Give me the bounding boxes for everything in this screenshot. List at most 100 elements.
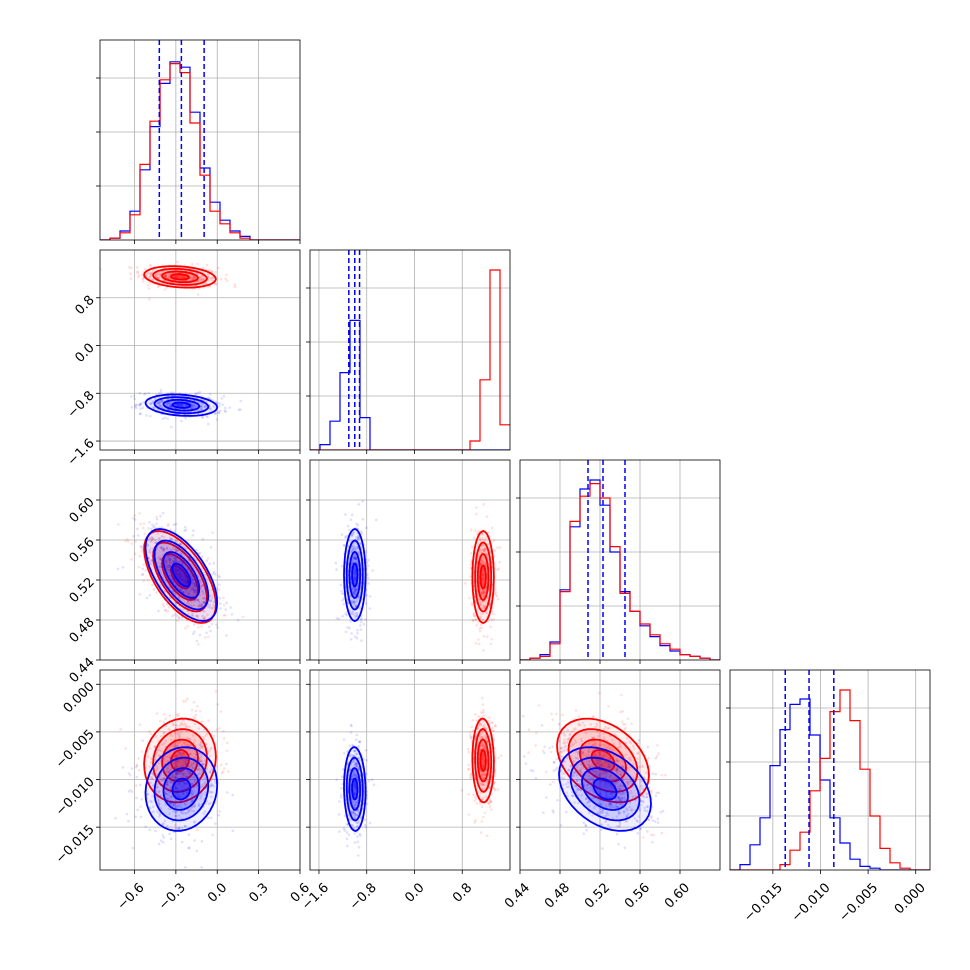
scatter-point xyxy=(582,832,586,835)
scatter-point xyxy=(192,700,196,704)
scatter-point xyxy=(174,784,178,787)
scatter-point xyxy=(576,785,579,788)
scatter-point xyxy=(170,799,174,803)
scatter-point xyxy=(186,600,190,603)
scatter-point xyxy=(481,562,484,566)
scatter-point xyxy=(170,538,174,541)
scatter-point xyxy=(160,592,163,596)
scatter-point xyxy=(603,764,606,768)
scatter-point xyxy=(189,763,193,767)
scatter-point xyxy=(354,588,358,591)
scatter-point xyxy=(563,738,566,742)
scatter-point xyxy=(179,603,182,607)
density-fill-red xyxy=(591,750,615,771)
scatter-point xyxy=(183,801,186,805)
scatter-point xyxy=(157,748,161,752)
scatter-point xyxy=(618,792,621,795)
scatter-point xyxy=(482,502,486,506)
scatter-point xyxy=(205,573,208,577)
scatter-point xyxy=(590,749,594,753)
scatter-point xyxy=(205,767,208,771)
scatter-point xyxy=(169,801,172,804)
scatter-point xyxy=(584,753,588,756)
scatter-point xyxy=(215,764,218,768)
scatter-point xyxy=(169,781,173,784)
scatter-point xyxy=(168,568,171,572)
scatter-point xyxy=(173,547,176,550)
scatter-point xyxy=(178,792,181,796)
scatter-point xyxy=(563,772,566,775)
scatter-point xyxy=(180,810,183,813)
scatter-point xyxy=(211,572,215,575)
scatter-point xyxy=(355,813,358,816)
scatter-point xyxy=(169,404,172,408)
scatter-point xyxy=(587,765,591,769)
scatter-point xyxy=(134,540,137,543)
scatter-point xyxy=(181,753,184,757)
scatter-point xyxy=(178,826,181,829)
scatter-point xyxy=(190,764,194,767)
scatter-point xyxy=(358,834,362,837)
scatter-point xyxy=(158,813,162,816)
scatter-point xyxy=(164,792,168,796)
scatter-point xyxy=(591,779,594,782)
scatter-point xyxy=(177,560,181,564)
scatter-point xyxy=(199,744,203,747)
scatter-point xyxy=(354,803,357,807)
scatter-point xyxy=(591,715,595,718)
scatter-point xyxy=(141,277,144,281)
scatter-point xyxy=(169,767,172,771)
scatter-point xyxy=(217,574,220,577)
scatter-point xyxy=(480,735,483,739)
scatter-point xyxy=(137,565,141,569)
scatter-point xyxy=(139,402,142,406)
scatter-point xyxy=(166,566,169,569)
scatter-point xyxy=(194,589,197,593)
scatter-point xyxy=(640,764,643,768)
scatter-point xyxy=(183,811,186,815)
scatter-point xyxy=(174,549,178,553)
scatter-point xyxy=(469,575,472,578)
scatter-point xyxy=(169,570,172,573)
scatter-point xyxy=(199,755,203,759)
scatter-point xyxy=(146,271,149,275)
scatter-point xyxy=(133,518,137,521)
scatter-point xyxy=(130,790,134,794)
scatter-point xyxy=(481,743,485,746)
scatter-point xyxy=(173,557,177,560)
scatter-point xyxy=(175,572,179,576)
scatter-point xyxy=(351,533,354,536)
scatter-point xyxy=(201,416,204,419)
scatter-point xyxy=(464,581,467,585)
scatter-point xyxy=(227,770,230,773)
scatter-point xyxy=(138,403,142,407)
scatter-point xyxy=(482,604,485,608)
scatter-point xyxy=(170,554,173,558)
scatter-point xyxy=(135,784,138,787)
scatter-point xyxy=(201,583,204,587)
scatter-point xyxy=(168,802,172,806)
scatter-point xyxy=(493,787,497,791)
scatter-point xyxy=(221,403,224,407)
scatter-point xyxy=(223,409,227,413)
scatter-point xyxy=(209,599,213,603)
scatter-point xyxy=(192,790,195,794)
scatter-point xyxy=(132,517,135,520)
scatter-point xyxy=(173,775,177,779)
scatter-point xyxy=(351,760,355,763)
scatter-point xyxy=(187,600,190,603)
scatter-point xyxy=(186,782,189,786)
scatter-point xyxy=(176,791,179,794)
scatter-point xyxy=(143,267,147,271)
scatter-point xyxy=(177,275,180,279)
scatter-point xyxy=(157,392,161,395)
scatter-point xyxy=(469,733,472,737)
scatter-point xyxy=(349,638,353,641)
scatter-point xyxy=(470,603,474,607)
scatter-point xyxy=(350,755,353,759)
scatter-point xyxy=(346,750,350,753)
scatter-point xyxy=(619,745,622,749)
scatter-point xyxy=(479,731,483,735)
scatter-point xyxy=(201,720,204,723)
scatter-point xyxy=(184,582,188,586)
